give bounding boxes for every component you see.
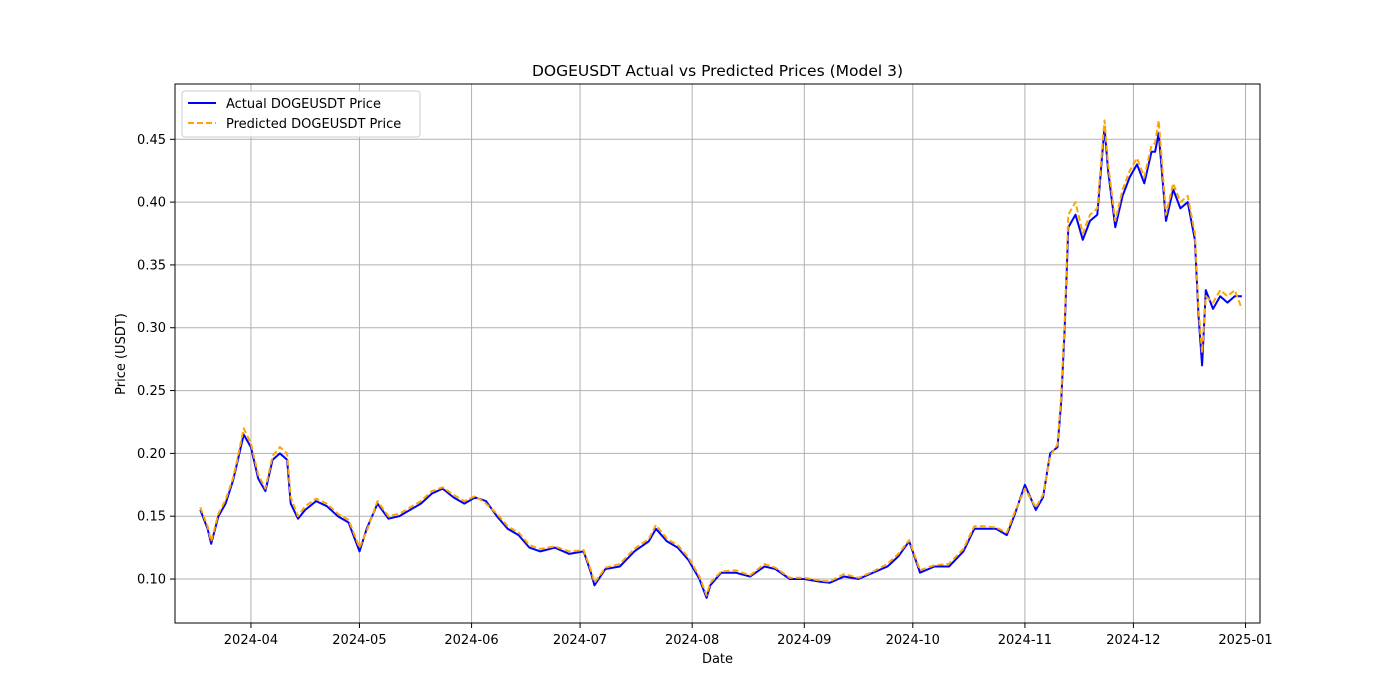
y-tick-label: 0.10: [137, 573, 166, 588]
x-tick-label: 2024-06: [444, 633, 498, 648]
x-axis-label: Date: [702, 652, 733, 667]
legend: Actual DOGEUSDT Price Predicted DOGEUSDT…: [181, 90, 421, 138]
legend-predicted-label: Predicted DOGEUSDT Price: [226, 117, 401, 132]
predicted-price-line: [199, 119, 1243, 597]
x-tick-label: 2024-12: [1106, 633, 1160, 648]
y-tick-label: 0.25: [137, 384, 166, 399]
plot-frame: [174, 83, 1261, 624]
y-tick-label: 0.15: [137, 510, 166, 525]
y-tick-label: 0.20: [137, 447, 166, 462]
actual-price-line: [199, 125, 1242, 599]
series-lines: [199, 119, 1243, 599]
legend-actual-label: Actual DOGEUSDT Price: [226, 97, 381, 112]
x-tick-label: 2024-04: [224, 633, 278, 648]
y-tick-label: 0.30: [137, 321, 166, 336]
x-tick-label: 2024-07: [553, 633, 607, 648]
x-tick-label: 2025-01: [1218, 633, 1272, 648]
x-tick-label: 2024-10: [886, 633, 940, 648]
y-tick-label: 0.45: [137, 133, 166, 148]
grid-lines: [175, 84, 1260, 623]
x-tick-label: 2024-11: [998, 633, 1052, 648]
y-axis-label: Price (USDT): [114, 313, 129, 395]
x-tick-label: 2024-08: [665, 633, 719, 648]
y-tick-label: 0.40: [137, 196, 166, 211]
x-tick-label: 2024-05: [332, 633, 386, 648]
chart-title: DOGEUSDT Actual vs Predicted Prices (Mod…: [532, 62, 903, 80]
axis-ticks: 2024-04 2024-05 2024-06 2024-07 2024-08 2024-…: [137, 133, 1273, 648]
x-tick-label: 2024-09: [777, 633, 831, 648]
legend-box: [181, 90, 421, 138]
y-tick-label: 0.35: [137, 258, 166, 273]
